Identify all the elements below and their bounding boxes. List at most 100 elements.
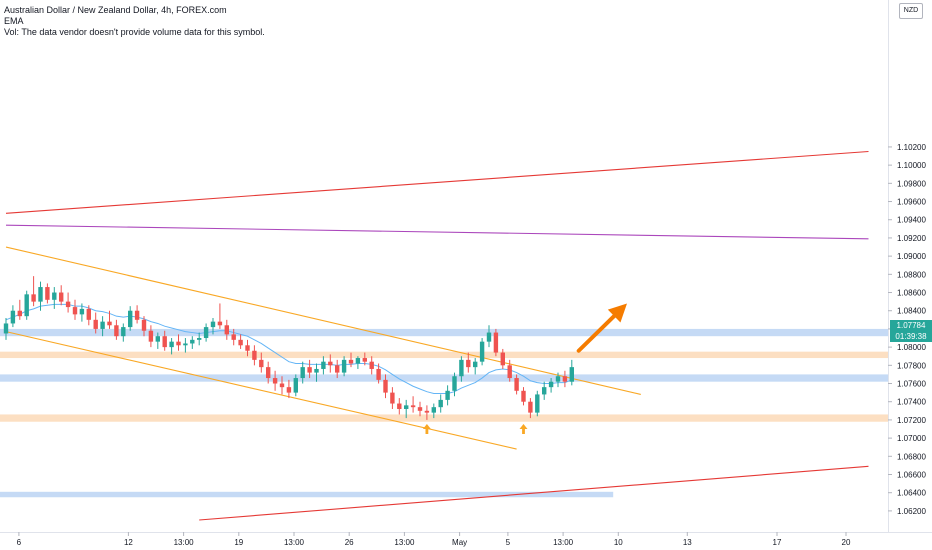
- trendline-0: [5, 150, 869, 214]
- candle-body-50: [348, 359, 354, 364]
- candle-body-47: [328, 361, 333, 366]
- candle-body-8: [59, 292, 64, 302]
- y-tick-label-11: 1.08000: [897, 343, 926, 352]
- candle-body-58: [404, 405, 409, 409]
- zone-4: [0, 491, 614, 498]
- time-axis[interactable]: 6 12 13:00 19 13:00 26 13:00 May 5 13:00 10 13 17 20: [17, 532, 851, 547]
- candle-body-22: [155, 336, 160, 342]
- y-tick-label-9: 1.08400: [897, 307, 926, 316]
- candle-body-37: [259, 359, 264, 368]
- candles: [3, 276, 574, 420]
- candle-body-1: [10, 310, 16, 324]
- arrow-shaft: [576, 314, 617, 353]
- trendline-3: [5, 331, 517, 450]
- candle-body-21: [148, 330, 154, 342]
- candle-body-12: [86, 308, 91, 320]
- candle-body-18: [128, 310, 133, 328]
- currency-badge[interactable]: NZD: [899, 3, 923, 19]
- candle-body-68: [473, 361, 478, 368]
- y-tick-label-14: 1.07400: [897, 398, 926, 407]
- candle-body-46: [321, 361, 326, 369]
- candle-body-63: [438, 399, 443, 408]
- candle-body-23: [162, 336, 167, 348]
- last-price-tag: 1.07784 01:39:38: [890, 320, 932, 342]
- candle-body-30: [210, 321, 216, 328]
- indicator-label[interactable]: EMA: [4, 16, 24, 26]
- candle-body-11: [79, 308, 85, 315]
- candle-body-81: [562, 376, 568, 382]
- candle-body-41: [286, 387, 292, 393]
- candle-body-29: [203, 327, 209, 339]
- candle-body-10: [72, 307, 78, 315]
- symbol-title[interactable]: Australian Dollar / New Zealand Dollar, …: [4, 5, 227, 15]
- x-tick-label-11: 13: [683, 538, 692, 547]
- candle-body-44: [307, 367, 312, 373]
- support-resistance-zones: [0, 328, 888, 498]
- candle-body-66: [459, 359, 464, 377]
- candle-body-19: [134, 310, 140, 320]
- y-tick-label-7: 1.08800: [897, 270, 926, 279]
- x-tick-label-12: 17: [773, 538, 782, 547]
- candle-body-72: [500, 352, 505, 366]
- candle-body-24: [169, 341, 174, 348]
- y-tick-label-8: 1.08600: [897, 289, 926, 298]
- last-price-value: 1.07784: [896, 321, 926, 330]
- candle-body-57: [397, 403, 402, 409]
- candle-body-32: [224, 325, 229, 335]
- candle-body-25: [176, 341, 181, 346]
- candle-body-73: [507, 365, 512, 379]
- candle-body-48: [335, 365, 340, 373]
- candle-body-65: [452, 376, 457, 391]
- candle-body-13: [93, 319, 98, 329]
- candle-body-82: [569, 367, 574, 382]
- y-tick-label-17: 1.06800: [897, 452, 926, 461]
- candle-body-26: [183, 343, 188, 346]
- y-tick-label-18: 1.06600: [897, 471, 926, 480]
- candle-body-16: [114, 325, 119, 337]
- candle-body-62: [431, 407, 436, 413]
- candle-body-36: [252, 350, 257, 360]
- x-tick-label-5: 26: [345, 538, 354, 547]
- candle-body-51: [355, 358, 361, 364]
- up-marker-1: [519, 424, 528, 435]
- y-tick-label-19: 1.06400: [897, 489, 926, 498]
- y-tick-label-1: 1.10000: [897, 161, 926, 170]
- candle-body-80: [555, 376, 561, 382]
- candle-body-9: [65, 301, 71, 308]
- candle-body-38: [266, 367, 271, 379]
- y-tick-label-12: 1.07800: [897, 361, 926, 370]
- candle-body-31: [217, 321, 223, 326]
- y-tick-label-13: 1.07600: [897, 380, 926, 389]
- candle-body-34: [238, 339, 243, 346]
- arrow-head: [607, 303, 627, 323]
- candle-body-78: [542, 387, 547, 395]
- candle-body-5: [38, 287, 43, 302]
- candle-body-33: [231, 334, 236, 340]
- candle-body-2: [17, 310, 22, 317]
- candle-body-67: [466, 359, 471, 368]
- candle-body-27: [190, 339, 195, 344]
- zone-2: [0, 374, 888, 382]
- trendline-2: [5, 246, 641, 395]
- candle-body-39: [272, 378, 278, 384]
- y-tick-label-4: 1.09400: [897, 216, 926, 225]
- y-tick-label-6: 1.09000: [897, 252, 926, 261]
- zone-1: [0, 351, 888, 359]
- candle-body-64: [445, 390, 450, 400]
- y-tick-label-0: 1.10200: [897, 143, 926, 152]
- candle-body-74: [514, 378, 519, 391]
- candle-body-71: [493, 332, 499, 353]
- y-tick-label-3: 1.09600: [897, 198, 926, 207]
- candle-body-17: [121, 327, 126, 337]
- up-marker-0: [422, 424, 431, 435]
- candle-body-28: [197, 338, 202, 340]
- ema-path: [5, 303, 572, 395]
- zone-3: [0, 414, 888, 422]
- candle-body-42: [293, 378, 298, 393]
- x-tick-label-13: 20: [842, 538, 851, 547]
- candle-body-15: [107, 321, 112, 326]
- price-axis[interactable]: 1.10200 1.10000 1.09800 1.09600 1.09400 1.092…: [888, 143, 926, 516]
- candle-body-49: [341, 359, 347, 373]
- candle-body-53: [369, 361, 374, 369]
